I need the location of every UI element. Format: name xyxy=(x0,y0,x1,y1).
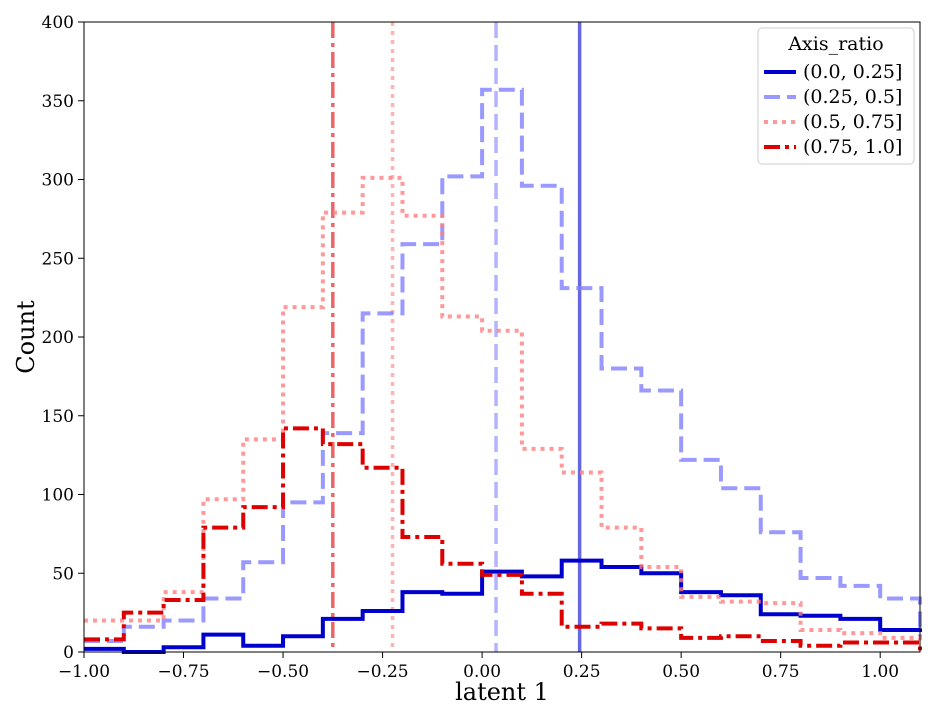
y-axis: 0 50 100 150 200 250 300 350 400 xyxy=(42,13,84,663)
y-tick-label: 400 xyxy=(42,13,74,33)
legend-label: (0.5, 0.75] xyxy=(803,111,902,133)
x-tick-label: −0.75 xyxy=(157,662,209,682)
y-tick-label: 100 xyxy=(42,486,74,506)
legend-label: (0.0, 0.25] xyxy=(803,61,902,83)
y-tick-label: 50 xyxy=(52,564,74,584)
median-lines xyxy=(331,22,582,652)
y-tick-label: 200 xyxy=(42,328,74,348)
legend-box xyxy=(757,27,915,165)
x-axis: −1.00 −0.75 −0.50 −0.25 0.00 0.25 0.50 0.75 1.00 xyxy=(58,652,899,682)
x-tick-label: 0.25 xyxy=(563,662,601,682)
legend-label: (0.75, 1.0] xyxy=(803,136,902,158)
legend-label: (0.25, 0.5] xyxy=(803,86,902,108)
x-axis-title: latent 1 xyxy=(455,678,549,706)
x-tick-label: 0.75 xyxy=(762,662,800,682)
x-tick-label: 1.00 xyxy=(861,662,899,682)
legend-entries: (0.0, 0.25] (0.25, 0.5] (0.5, 0.75] (0.75, … xyxy=(764,61,902,158)
x-tick-label: 0.50 xyxy=(662,662,700,682)
x-tick-label: −0.25 xyxy=(357,662,409,682)
y-tick-label: 300 xyxy=(42,171,74,191)
series-layer xyxy=(84,87,922,654)
series-step-line xyxy=(84,175,922,645)
y-axis-title: Count xyxy=(12,300,40,374)
series-step-line xyxy=(84,87,922,643)
series-step-line xyxy=(84,426,922,651)
y-tick-label: 150 xyxy=(42,407,74,427)
x-tick-label: −0.50 xyxy=(257,662,309,682)
x-tick-label: −1.00 xyxy=(58,662,110,682)
legend-title: Axis_ratio xyxy=(787,33,883,55)
y-tick-label: 0 xyxy=(63,643,74,663)
x-tick-label: 0.00 xyxy=(463,662,501,682)
legend: Axis_ratio (0.0, 0.25] (0.25, 0.5] (0.5, 0… xyxy=(757,27,915,165)
y-tick-label: 350 xyxy=(42,92,74,112)
y-tick-label: 250 xyxy=(42,249,74,269)
